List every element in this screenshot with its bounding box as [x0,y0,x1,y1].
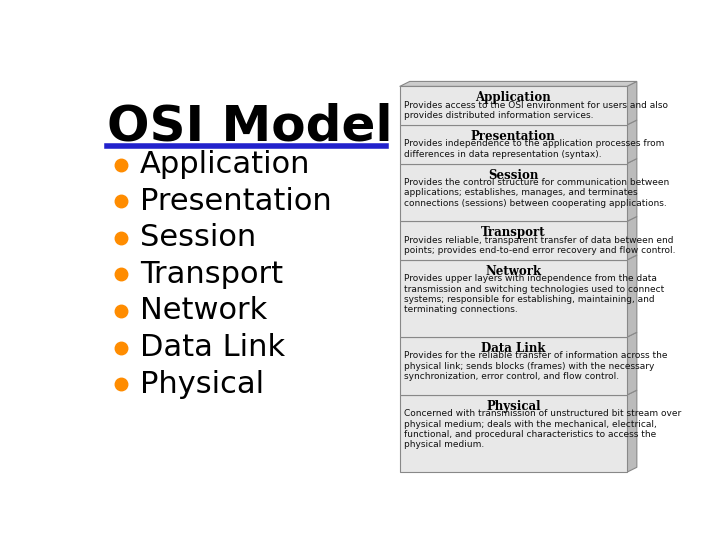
Text: Presentation: Presentation [471,130,556,143]
Text: OSI Model: OSI Model [107,102,392,150]
Text: Network: Network [485,265,541,278]
Text: Provides access to the OSI environment for users and also
provides distributed i: Provides access to the OSI environment f… [404,100,668,120]
Text: Concerned with transmission of unstructured bit stream over
physical medium; dea: Concerned with transmission of unstructu… [404,409,681,449]
Polygon shape [627,390,637,472]
Polygon shape [627,217,637,260]
Polygon shape [627,120,637,164]
Text: Physical: Physical [486,400,541,413]
Text: Transport: Transport [140,260,284,289]
Bar [400,125,627,164]
Bar [400,260,627,338]
Text: Transport: Transport [481,226,546,239]
Text: Provides upper layers with independence from the data
transmission and switching: Provides upper layers with independence … [404,274,665,314]
Text: Data Link: Data Link [481,342,546,355]
Text: Application: Application [140,150,311,179]
Bar [400,395,627,472]
Polygon shape [400,82,637,86]
Text: Provides the control structure for communication between
applications; establish: Provides the control structure for commu… [404,178,670,207]
Text: Session: Session [140,223,256,252]
Text: Data Link: Data Link [140,333,285,362]
Text: Session: Session [488,168,539,181]
Text: Provides independence to the application processes from
differences in data repr: Provides independence to the application… [404,139,665,159]
Text: Network: Network [140,296,267,326]
Polygon shape [627,82,637,125]
Text: Provides reliable, transparent transfer of data between end
points; provides end: Provides reliable, transparent transfer … [404,235,675,255]
Polygon shape [627,159,637,221]
Polygon shape [627,332,637,395]
Text: Application: Application [475,91,551,104]
Bar [400,221,627,260]
Text: Physical: Physical [140,370,264,399]
Text: Provides for the reliable transfer of information across the
physical link; send: Provides for the reliable transfer of in… [404,352,667,381]
Bar [400,164,627,221]
Text: Presentation: Presentation [140,187,332,215]
Bar [400,338,627,395]
Polygon shape [627,255,637,338]
Bar [400,86,627,125]
